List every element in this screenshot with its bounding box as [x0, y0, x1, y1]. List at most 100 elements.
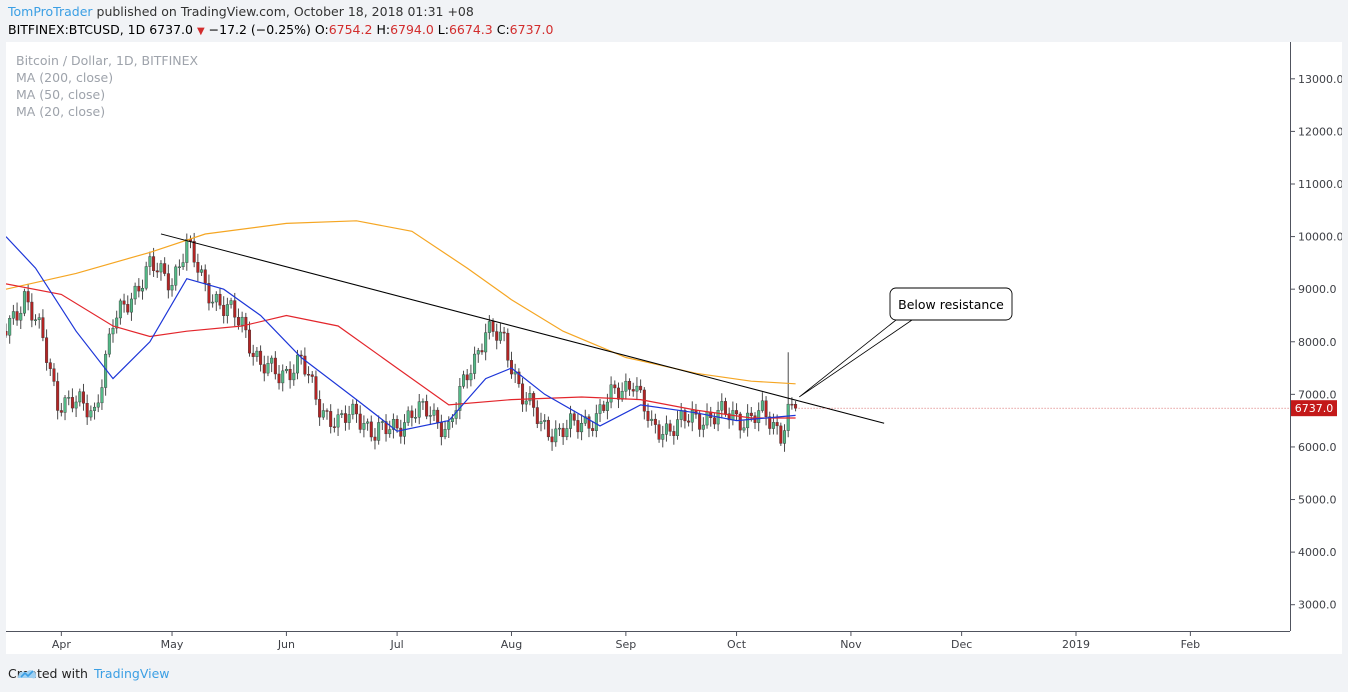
candle-body	[377, 422, 381, 441]
candle-body	[532, 393, 536, 408]
candle-body	[723, 401, 727, 414]
candle-body	[786, 403, 790, 431]
last-price-tag-label: 6737.0	[1295, 402, 1334, 415]
candle-body	[214, 293, 218, 303]
candle-body	[255, 350, 259, 357]
candle-body	[122, 300, 126, 305]
candle-body	[550, 436, 554, 443]
candle-body	[609, 384, 613, 403]
chart-legend: Bitcoin / Dollar, 1D, BITFINEX MA (200, …	[16, 52, 198, 120]
candle-body	[439, 422, 443, 438]
candle-body	[144, 266, 148, 289]
price-tick-label: 4000.0	[1298, 546, 1337, 559]
candle-body	[502, 331, 506, 334]
ma50-line	[6, 283, 796, 419]
candle-body	[259, 350, 263, 365]
candle-body	[22, 291, 26, 314]
candle-body	[395, 419, 399, 429]
candle-body	[211, 301, 215, 304]
candle-body	[251, 352, 255, 357]
candle-body	[37, 317, 41, 320]
candle-body	[513, 371, 517, 375]
footer: Created with TradingView	[8, 666, 170, 681]
candle-body	[118, 300, 122, 319]
legend-ma20[interactable]: MA (20, close)	[16, 104, 106, 119]
candle-body	[749, 412, 753, 416]
candle-body	[783, 430, 787, 444]
candle-body	[314, 376, 318, 400]
candle-body	[111, 327, 115, 335]
candle-body	[384, 421, 388, 435]
candle-body	[244, 316, 248, 331]
candle-body	[310, 374, 314, 377]
time-tick-label: 2019	[1062, 638, 1090, 651]
price-chart[interactable]: 3000.0 4000.0 5000.0 6000.0 7000.0 8000.0 9000…	[6, 42, 1342, 654]
time-tick-label: May	[161, 638, 184, 651]
tradingview-logo-icon[interactable]	[16, 666, 38, 680]
candle-body	[8, 318, 12, 336]
candle-body	[554, 428, 558, 443]
candle-body	[203, 269, 207, 284]
candle-body	[484, 332, 488, 353]
candle-body	[236, 317, 240, 326]
candle-body	[59, 410, 63, 413]
candle-body	[557, 427, 561, 430]
tradingview-link[interactable]: TradingView	[93, 666, 170, 681]
candle-body	[45, 337, 49, 363]
candle-body	[428, 415, 432, 417]
legend-ma200[interactable]: MA (200, close)	[16, 70, 114, 85]
chart-panel[interactable]: 3000.0 4000.0 5000.0 6000.0 7000.0 8000.0 9000…	[6, 42, 1342, 654]
price-tick-label: 12000.0	[1298, 125, 1342, 138]
candle-body	[657, 424, 661, 440]
candle-body	[580, 423, 584, 433]
candle-body	[473, 353, 477, 374]
candle-body	[26, 291, 30, 303]
time-tick-label: Oct	[727, 638, 747, 651]
candle-body	[126, 304, 130, 313]
candle-body	[270, 357, 274, 364]
candle-body	[137, 285, 141, 292]
candle-body	[358, 413, 362, 430]
candle-body	[491, 321, 495, 332]
candle-body	[679, 410, 683, 420]
candle-body	[705, 411, 709, 426]
candle-body	[628, 380, 632, 390]
candle-body	[78, 391, 82, 403]
candle-body	[760, 400, 764, 411]
candle-body	[676, 419, 680, 436]
candle-body	[141, 287, 145, 292]
candle-body	[701, 424, 705, 430]
candle-body	[421, 401, 425, 403]
candle-body	[233, 300, 237, 318]
callout-box	[889, 287, 1013, 321]
candle-body	[262, 364, 266, 374]
candle-body	[524, 400, 528, 405]
candle-body	[321, 410, 325, 418]
candle-body	[63, 397, 67, 413]
candle-body	[465, 374, 469, 381]
candle-body	[85, 403, 89, 418]
candle-body	[192, 240, 196, 263]
candle-body	[476, 350, 480, 355]
low-value: 6674.3	[448, 22, 493, 37]
candle-body	[458, 386, 462, 411]
candle-body	[436, 409, 440, 423]
price-tick-label: 11000.0	[1298, 178, 1342, 191]
candle-body	[185, 239, 189, 263]
resistance-trendline	[160, 233, 885, 424]
candle-body	[764, 400, 768, 417]
candle-body	[30, 301, 34, 321]
author-link[interactable]: TomProTrader	[8, 4, 93, 19]
candle-body	[170, 285, 174, 291]
legend-ma50[interactable]: MA (50, close)	[16, 87, 106, 102]
candle-body	[332, 426, 336, 428]
candle-body	[735, 410, 739, 415]
candle-body	[462, 374, 466, 387]
candle-body	[738, 413, 742, 431]
price-tick-label: 7000.0	[1298, 388, 1337, 401]
candle-body	[351, 403, 355, 415]
candle-body	[148, 256, 152, 267]
publish-info: published on TradingView.com, October 18…	[96, 4, 474, 19]
candle-body	[613, 384, 617, 389]
candle-body	[521, 383, 525, 405]
